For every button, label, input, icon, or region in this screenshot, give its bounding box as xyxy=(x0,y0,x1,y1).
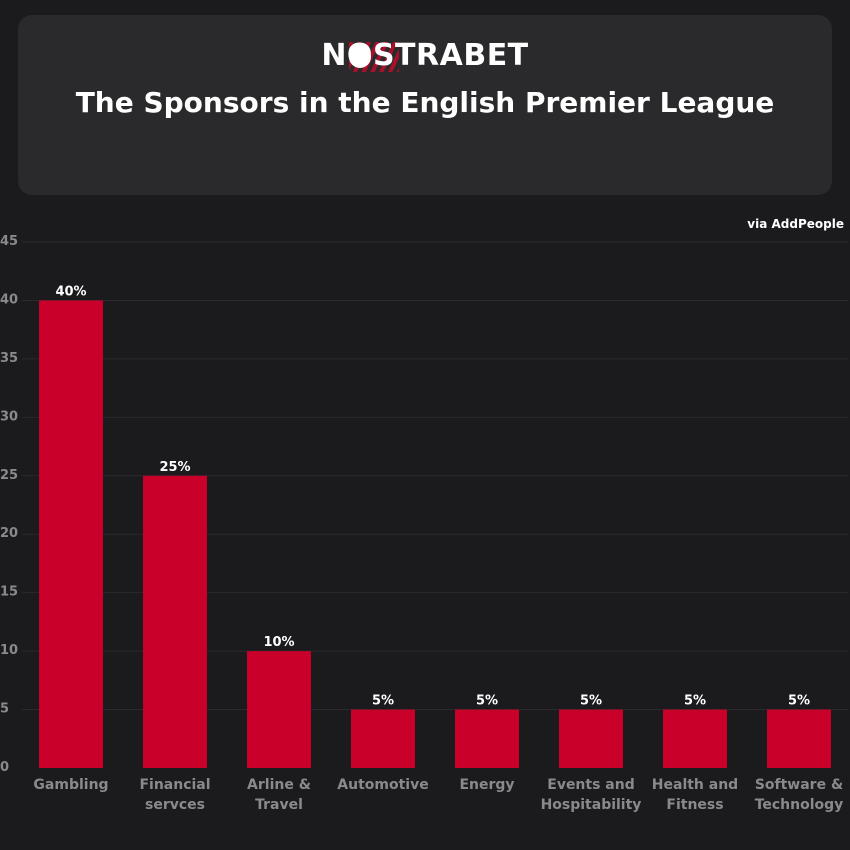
y-tick-label: 20 xyxy=(0,526,18,541)
data-label: 5% xyxy=(684,694,706,709)
y-tick-label: 35 xyxy=(0,351,18,366)
data-label: 10% xyxy=(263,635,294,650)
bar xyxy=(39,300,103,768)
data-label: 5% xyxy=(580,694,602,709)
y-tick-label: 30 xyxy=(0,409,18,424)
bar xyxy=(767,709,831,768)
x-category-label: Hospitability xyxy=(541,797,642,813)
data-label: 5% xyxy=(372,694,394,709)
x-category-label: Events and xyxy=(547,777,635,793)
data-label: 5% xyxy=(788,694,810,709)
x-category-label: Automotive xyxy=(337,777,428,793)
x-category-label: Health and xyxy=(652,777,738,793)
bar xyxy=(351,709,415,768)
x-category-label: servces xyxy=(145,797,205,813)
y-tick-label: 25 xyxy=(0,468,18,483)
bar xyxy=(559,709,623,768)
y-tick-label: 15 xyxy=(0,585,18,600)
y-tick-label: 0 xyxy=(0,760,9,775)
y-tick-label: 45 xyxy=(0,234,18,249)
x-category-label: Travel xyxy=(255,797,303,813)
y-tick-label: 10 xyxy=(0,643,18,658)
x-category-label: Software & xyxy=(755,777,843,793)
data-label: 5% xyxy=(476,694,498,709)
football-icon xyxy=(349,46,372,68)
bar xyxy=(663,709,727,768)
data-label: 40% xyxy=(55,284,86,299)
x-category-label: Energy xyxy=(459,777,514,793)
data-label: 25% xyxy=(159,460,190,475)
header-card xyxy=(18,15,832,195)
y-tick-label: 40 xyxy=(0,292,18,307)
x-category-label: Arline & xyxy=(247,777,311,793)
bar xyxy=(247,651,311,768)
bar xyxy=(143,475,207,768)
source-note: via AddPeople xyxy=(747,217,844,231)
y-tick-label: 5 xyxy=(0,702,9,717)
bar xyxy=(455,709,519,768)
x-category-label: Fitness xyxy=(666,797,723,813)
page-title: The Sponsors in the English Premier Leag… xyxy=(75,86,775,119)
x-category-label: Financial xyxy=(139,777,210,793)
brand-logo: NOSTRABET xyxy=(0,38,850,73)
x-category-label: Gambling xyxy=(33,777,108,793)
logo-text: NOSTRABET xyxy=(321,38,529,73)
x-category-label: Technology xyxy=(755,797,844,813)
